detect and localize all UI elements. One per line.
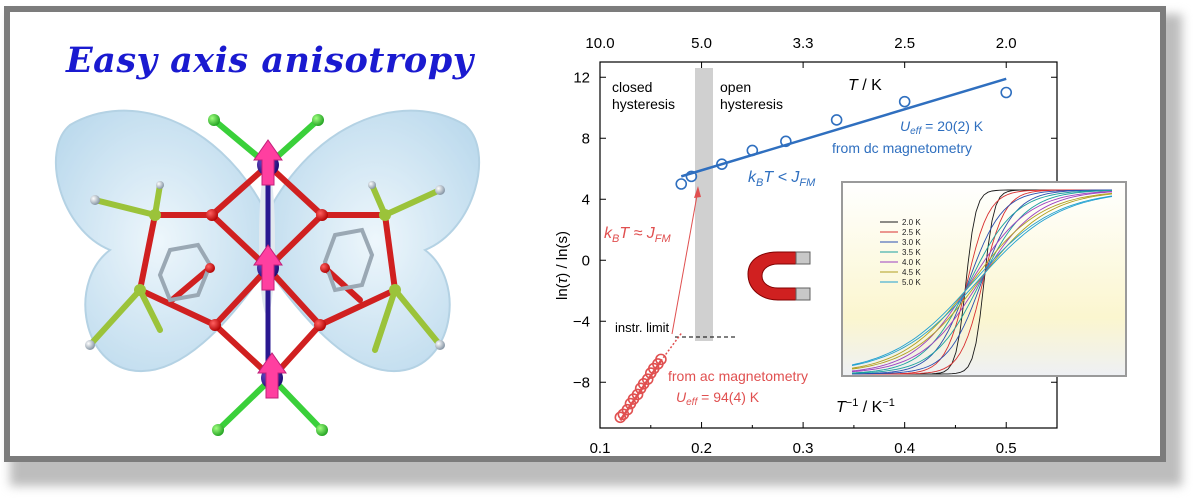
y-tick-label: 12 [573, 69, 590, 86]
legend-label: 4.5 K [902, 268, 921, 277]
hysteresis-divider-bar [695, 68, 713, 341]
red-arrow-line [671, 189, 699, 335]
data-point [621, 403, 634, 416]
ac-extrapolation [660, 333, 682, 362]
legend-label: 3.0 K [902, 238, 921, 247]
closed-hysteresis-label-1: closed [612, 79, 652, 95]
y-tick-label: 4 [582, 191, 590, 208]
inset-curve [852, 189, 1112, 375]
top-axis-label: T / K [848, 77, 882, 94]
kbt-less-label: kBT < JFM [748, 169, 816, 189]
inset-curve [851, 190, 1113, 374]
data-point [631, 388, 644, 401]
series-layer [614, 77, 1013, 424]
molecule-illustration [55, 109, 480, 436]
y-axis-label: ln(τ) / ln(s) [554, 231, 571, 300]
data-point [780, 135, 792, 148]
inset-curve [851, 192, 1113, 369]
ac-magnetometry-label: from ac magnetometry [668, 368, 808, 384]
instr-limit-label: instr. limit [615, 320, 670, 335]
data-point [716, 158, 728, 170]
ueff-ac-label: Ueff = 94(4) K [676, 389, 760, 408]
top-tick-label: 10.0 [585, 35, 614, 52]
data-point [675, 178, 688, 190]
legend-label: 3.5 K [902, 248, 921, 257]
open-hysteresis-label-2: hysteresis [720, 96, 783, 112]
hysteresis-inset: 2.0 K2.5 K3.0 K3.5 K4.0 K4.5 K5.0 K [841, 181, 1127, 377]
x-tick-label: 0.5 [996, 440, 1017, 457]
y-tick-label: 0 [582, 252, 590, 269]
inset-curves [851, 189, 1113, 375]
kbt-approx-label: kBT ≈ JFM [604, 225, 672, 245]
data-point [655, 353, 667, 366]
inset-curve [851, 195, 1113, 366]
x-tick-label: 0.2 [691, 440, 712, 457]
x-tick-label: 0.3 [793, 440, 814, 457]
figure-title: Easy axis anisotropy [66, 40, 474, 81]
inset-curve [851, 191, 1113, 373]
x-tick-label: 0.1 [590, 440, 611, 457]
inset-curve [851, 190, 1113, 372]
data-point [898, 95, 911, 108]
inset-curve [852, 189, 1112, 375]
inset-curve [851, 196, 1113, 367]
legend-label: 4.0 K [902, 258, 921, 267]
inset-curve [851, 189, 1112, 374]
magnet-icon [747, 251, 811, 301]
top-tick-label: 5.0 [691, 35, 712, 52]
dc-magnetometry-label: from dc magnetometry [832, 140, 972, 156]
fit-line [680, 77, 1007, 178]
butterfly-wings [55, 109, 480, 373]
red-arrowhead [694, 186, 701, 198]
y-tick-label: −8 [573, 374, 590, 391]
data-point [614, 411, 627, 424]
spin-arrows [253, 139, 287, 399]
axes-ticks: 0.1 0.2 0.3 0.4 0.5 −8 −4 0 4 8 12 10.0 5.0 3.3 2.5 2.0 [573, 35, 1057, 457]
data-point [830, 114, 843, 126]
ueff-dc-label: Ueff = 20(2) K [900, 118, 984, 137]
inset-legend: 2.0 K2.5 K3.0 K3.5 K4.0 K4.5 K5.0 K [880, 218, 921, 287]
data-point [1000, 86, 1013, 99]
legend-label: 5.0 K [902, 278, 921, 287]
top-tick-label: 3.3 [793, 35, 814, 52]
top-tick-label: 2.0 [996, 35, 1017, 52]
y-tick-label: −4 [573, 313, 590, 330]
data-point [746, 144, 759, 157]
x-tick-label: 0.4 [894, 440, 915, 457]
legend-label: 2.5 K [902, 228, 921, 237]
legend-label: 2.0 K [902, 218, 921, 227]
open-hysteresis-label-1: open [720, 79, 751, 95]
x-axis-label: T−1 / K−1 [836, 397, 895, 416]
data-point [685, 170, 698, 183]
closed-hysteresis-label-2: hysteresis [612, 96, 675, 112]
y-tick-label: 8 [582, 130, 590, 147]
data-point [641, 373, 654, 386]
top-tick-label: 2.5 [894, 35, 915, 52]
